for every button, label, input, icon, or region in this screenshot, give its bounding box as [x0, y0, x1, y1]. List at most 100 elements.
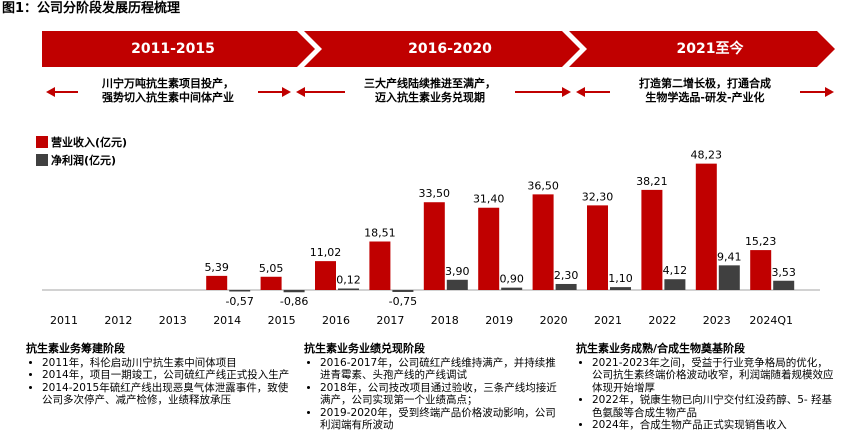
revenue-bar [478, 207, 500, 290]
profit-bar [501, 287, 523, 290]
phase-3-description-line-2: 生物学选品-研发-产业化 [645, 91, 765, 104]
profit-bar [229, 290, 251, 292]
section-3-item: 2021-2023年之间，受益于行业竞争格局的优化，公司抗生素终端价格波动收窄，… [592, 357, 838, 395]
x-tick-label: 2016 [322, 314, 350, 327]
phase-label-2: 2016-2020 [408, 41, 492, 57]
profit-data-label: 0,90 [499, 273, 524, 286]
profit-data-label: -0,86 [280, 295, 308, 308]
profit-data-label: -0,75 [389, 295, 417, 308]
section-2-title: 抗生素业务业绩兑现阶段 [304, 342, 425, 355]
arrow-left-icon [296, 87, 305, 97]
profit-bar [610, 287, 631, 290]
revenue-data-label: 31,40 [473, 193, 505, 206]
x-tick-label: 2019 [485, 314, 513, 327]
section-1-item: 2011年，科伦启动川宁抗生素中间体项目 [42, 357, 298, 370]
phase-banner-segment-2 [304, 31, 580, 67]
revenue-data-label: 36,50 [527, 179, 559, 192]
revenue-bar [587, 205, 608, 290]
x-tick-label: 2020 [540, 314, 568, 327]
phase-banner [42, 31, 835, 67]
x-tick-label: 2014 [213, 314, 241, 327]
legend-revenue-label: 营业收入(亿元) [51, 136, 128, 149]
profit-data-label: 9,41 [717, 250, 742, 263]
section-3-title: 抗生素业务成熟/合成生物奠基阶段 [576, 342, 746, 355]
arrow-right-icon [562, 87, 571, 97]
revenue-data-label: 5,05 [259, 262, 284, 275]
legend-profit-swatch [36, 154, 48, 166]
phase-3-description-line-1: 打造第二增长极，打通合成 [639, 77, 771, 90]
section-3: 抗生素业务成熟/合成生物奠基阶段 2021-2023年之间，受益于行业竞争格局的… [576, 342, 838, 432]
profit-bar [446, 279, 468, 290]
phase-label-1: 2011-2015 [131, 41, 215, 57]
profit-bar [338, 288, 359, 290]
profit-data-label: 1,10 [608, 272, 633, 285]
section-1-item: 2014年，项目一期竣工，公司硫红产线正式投入生产 [42, 369, 298, 382]
revenue-bar [206, 275, 228, 290]
arrow-right-icon [825, 87, 834, 97]
section-1-item: 2014-2015年硫红产线出现恶臭气体泄露事件，致使公司多次停产、减产检修，业… [42, 382, 298, 407]
profit-bar [664, 279, 686, 290]
legend-profit-label: 净利润(亿元) [51, 154, 117, 167]
x-tick-label: 2013 [159, 314, 187, 327]
revenue-data-label: 18,51 [364, 227, 396, 240]
profit-data-label: 0,12 [336, 274, 361, 287]
x-tick-label: 2022 [648, 314, 676, 327]
arrow-right-icon [282, 87, 291, 97]
x-tick-label: 2018 [431, 314, 459, 327]
revenue-data-label: 38,21 [636, 175, 668, 188]
revenue-bar [423, 202, 445, 290]
arrow-left-icon [576, 87, 585, 97]
phase-1-description: 川宁万吨抗生素项目投产， 强势切入抗生素中间体产业 [78, 77, 258, 105]
x-tick-label: 2017 [376, 314, 404, 327]
arrow-left-icon [46, 87, 55, 97]
profit-bar [773, 280, 795, 290]
x-tick-label: 2024Q1 [749, 314, 793, 327]
profit-data-label: 3,90 [445, 265, 470, 278]
profit-data-label: 2,30 [554, 269, 579, 282]
legend-revenue: 营业收入(亿元) [36, 134, 127, 150]
phase-2-description: 三大产线陆续推进至满产， 迈入抗生素业务兑现期 [345, 77, 515, 105]
revenue-bar [369, 241, 391, 290]
revenue-bar [315, 261, 336, 290]
phase-label-3: 2021至今 [676, 41, 744, 57]
section-1-title: 抗生素业务筹建阶段 [26, 342, 125, 355]
section-2-item: 2018年，公司技改项目通过验收，三条产线均接近满产，公司实现第一个业绩高点； [320, 382, 566, 407]
revenue-data-label: 32,30 [582, 190, 614, 203]
revenue-bar [641, 189, 663, 290]
revenue-data-label: 48,23 [691, 149, 723, 162]
revenue-data-label: 11,02 [310, 246, 342, 259]
profit-bar [392, 290, 414, 292]
phase-1-description-line-1: 川宁万吨抗生素项目投产， [102, 77, 234, 90]
phase-2-description-line-1: 三大产线陆续推进至满产， [364, 77, 496, 90]
section-1: 抗生素业务筹建阶段 2011年，科伦启动川宁抗生素中间体项目 2014年，项目一… [26, 342, 298, 407]
section-2: 抗生素业务业绩兑现阶段 2016-2017年，公司硫红产线维持满产，并持续推进青… [304, 342, 566, 432]
profit-data-label: -0,57 [225, 295, 253, 308]
revenue-bar [260, 276, 282, 290]
phase-2-description-line-2: 迈入抗生素业务兑现期 [375, 91, 485, 104]
x-tick-label: 2011 [50, 314, 78, 327]
phase-3-description: 打造第二增长极，打通合成 生物学选品-研发-产业化 [610, 77, 800, 105]
profit-data-label: 4,12 [663, 264, 688, 277]
x-tick-label: 2023 [703, 314, 731, 327]
section-3-item: 2022年，锐康生物已向川宁交付红没药醇、5- 羟基色氨酸等合成生物产品 [592, 394, 838, 419]
legend-profit: 净利润(亿元) [36, 152, 116, 168]
profit-bar [718, 265, 740, 290]
legend-revenue-swatch [36, 136, 48, 148]
revenue-bar [532, 194, 554, 290]
revenue-data-label: 5,39 [204, 261, 229, 274]
phase-banner-segment-1 [42, 31, 315, 67]
revenue-data-label: 33,50 [419, 187, 451, 200]
revenue-bar [750, 250, 772, 290]
bar-chart: 2011 2012 2013 5,39 -0,57 2014 5,05 -0,86 2015 11… [42, 149, 820, 327]
revenue-data-label: 15,23 [745, 235, 777, 248]
section-2-item: 2019-2020年，受到终端产品价格波动影响，公司利润端有所波动 [320, 407, 566, 432]
profit-bar [555, 283, 577, 290]
figure-title: 图1：公司分阶段发展历程梳理 [2, 1, 181, 16]
phase-1-description-line-2: 强势切入抗生素中间体产业 [102, 91, 234, 104]
section-2-item: 2016-2017年，公司硫红产线维持满产，并持续推进青霉素、头孢产线的产线调试 [320, 357, 566, 382]
revenue-bar [695, 163, 717, 290]
profit-bar [283, 290, 305, 293]
x-tick-label: 2015 [268, 314, 296, 327]
profit-data-label: 3,53 [771, 266, 796, 279]
x-tick-label: 2021 [594, 314, 622, 327]
